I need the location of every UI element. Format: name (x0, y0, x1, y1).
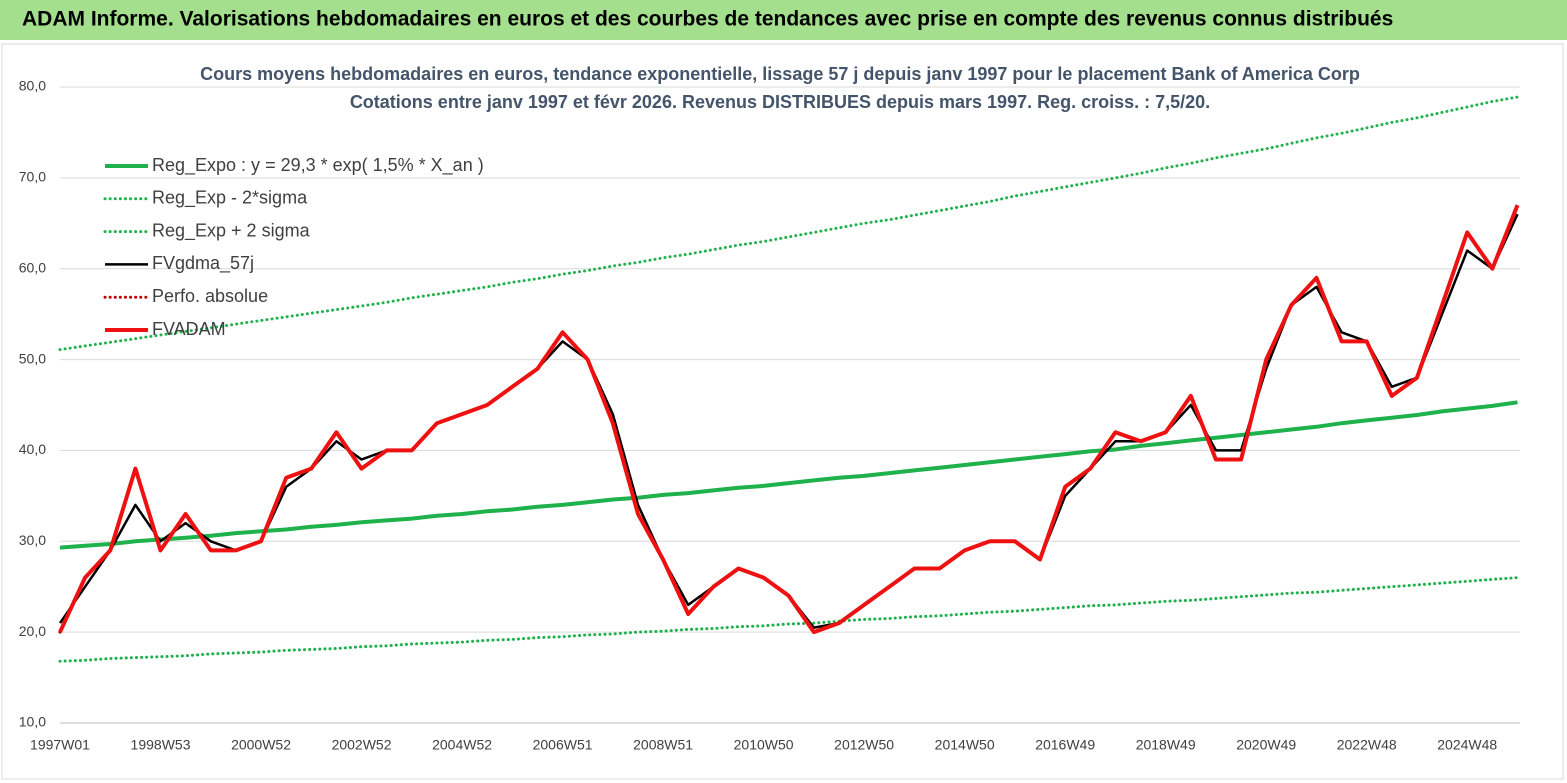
y-tick-label: 80,0 (19, 78, 46, 94)
series-line (58, 95, 1519, 352)
y-tick-label: 10,0 (19, 714, 46, 730)
x-tick-label: 2012W50 (834, 737, 894, 753)
x-tick-label: 2004W52 (432, 737, 492, 753)
x-tick-label: 2002W52 (332, 737, 392, 753)
plot: 10,0 20,0 30,0 40,0 50,0 60,0 70,0 80,0 1997W01 1… (19, 78, 1520, 753)
x-tick-label: 2008W51 (633, 737, 693, 753)
y-tick-label: 20,0 (19, 623, 46, 639)
x-tick-label: 2014W50 (935, 737, 995, 753)
chart-title: Cours moyens hebdomadaires en euros, ten… (200, 64, 1360, 84)
x-tick-label: 1998W53 (131, 737, 191, 753)
y-tick-label: 60,0 (19, 259, 46, 275)
legend-label: FVgdma_57j (152, 253, 254, 274)
x-tick-label: 2016W49 (1035, 737, 1095, 753)
legend-label: Perfo. absolue (152, 286, 268, 306)
series-line (58, 576, 1519, 663)
series-line (58, 204, 1520, 635)
x-tick-label: 2000W52 (231, 737, 291, 753)
legend-label: FVADAM (152, 319, 226, 339)
x-tick-label: 2024W48 (1437, 737, 1497, 753)
legend-label: Reg_Expo : y = 29,3 * exp( 1,5% * X_an ) (152, 155, 484, 176)
x-tick-label: 2018W49 (1136, 737, 1196, 753)
chart-subtitle: Cotations entre janv 1997 et févr 2026. … (350, 92, 1210, 112)
x-tick-label: 2022W48 (1337, 737, 1397, 753)
legend-label: Reg_Exp - 2*sigma (152, 188, 308, 209)
x-tick-label: 2010W50 (734, 737, 794, 753)
y-tick-label: 70,0 (19, 169, 46, 185)
x-tick-label: 1997W01 (30, 737, 90, 753)
y-tick-label: 40,0 (19, 441, 46, 457)
y-tick-label: 50,0 (19, 350, 46, 366)
legend-label: Reg_Exp + 2 sigma (152, 220, 311, 241)
x-tick-label: 2020W49 (1236, 737, 1296, 753)
title-bar (0, 0, 1567, 40)
x-tick-label: 2006W51 (533, 737, 593, 753)
chart-frame (1, 43, 1564, 780)
y-tick-label: 30,0 (19, 532, 46, 548)
page-title: ADAM Informe. Valorisations hebdomadaire… (22, 8, 1393, 31)
series-line (59, 400, 1518, 550)
